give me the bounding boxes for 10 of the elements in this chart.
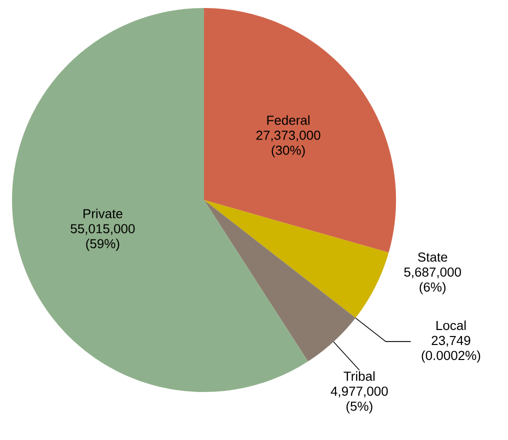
data-label: 5,687,000 (6%): [404, 267, 461, 294]
data-label: 55,015,000 (59%): [70, 224, 135, 251]
slice-label: Tribal: [344, 371, 375, 381]
slice-label: State: [418, 252, 448, 262]
data-label: 23,749 (0.0002%): [422, 336, 480, 363]
slice-label: Local: [436, 320, 466, 330]
slice-label: Private: [84, 208, 122, 218]
data-label: 27,373,000 (30%): [256, 130, 320, 158]
slice-label: Federal: [267, 115, 310, 125]
data-label: 4,977,000 (5%): [330, 386, 388, 414]
